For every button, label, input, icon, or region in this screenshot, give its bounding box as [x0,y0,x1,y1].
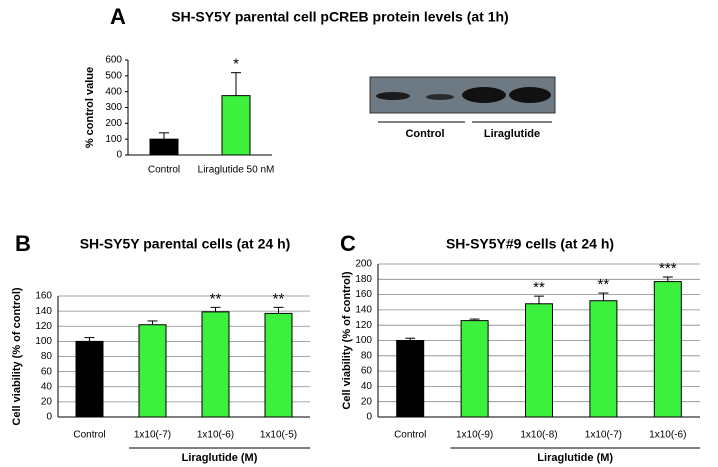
error-bar [210,306,221,312]
error-bar [84,337,95,346]
bar [396,340,425,418]
bar [201,311,230,418]
significance-label: ** [533,279,545,296]
y-tick-label: 120 [355,320,372,331]
bar [264,312,293,418]
chart-title: SH-SY5Y parental cell pCREB protein leve… [171,9,508,25]
x-tick-label: Control [394,430,426,441]
significance-label: * [233,56,239,73]
western-blot: Control Liraglutide [369,76,556,140]
x-tick-label: 1x10(-9) [456,430,493,441]
y-tick-label: 300 [105,102,122,113]
x-tick-label: 1x10(-8) [520,430,557,441]
y-tick-label: 160 [35,291,52,302]
error-bar [273,306,284,314]
x-tick-label: Control [148,165,180,176]
error-bar [405,337,416,343]
y-tick-label: 180 [355,274,372,285]
y-tick-label: 400 [105,86,122,97]
x-tick-label: Liraglutide 50 nM [198,165,275,176]
significance-label: *** [659,260,677,277]
panel-letter: B [15,231,31,256]
significance-label: ** [273,290,285,307]
y-tick-label: 40 [361,381,373,392]
y-tick-label: 100 [35,336,52,347]
bar [525,303,553,418]
bar [460,320,489,418]
significance-label: ** [598,276,610,293]
panel-letter: A [110,4,126,29]
chart-title: SH-SY5Y parental cells (at 24 h) [80,236,291,252]
panel-letter: C [340,231,356,256]
y-tick-label: 600 [105,55,122,66]
x-tick-label: 1x10(-5) [260,430,297,441]
x-tick-label: 1x10(-7) [134,430,171,441]
y-tick-label: 100 [105,134,122,145]
y-tick-label: 80 [361,350,373,361]
y-tick-label: 60 [361,366,373,377]
x-tick-label: Control [73,430,105,441]
error-bar [598,292,609,301]
y-tick-label: 20 [41,397,53,408]
x-group-label: Liraglutide (M) [182,452,258,464]
bar [75,340,104,418]
y-tick-label: 0 [116,150,122,161]
x-tick-label: 1x10(-7) [585,430,622,441]
y-tick-label: 100 [355,335,372,346]
bar [589,300,618,418]
bar [221,95,251,156]
y-tick-label: 200 [355,259,372,270]
blot-label: Control [405,128,444,140]
y-tick-label: 80 [41,351,53,362]
x-group-label: Liraglutide (M) [537,452,613,464]
y-tick-label: 20 [361,396,373,407]
y-tick-label: 200 [105,118,122,129]
error-bar [662,276,673,282]
y-tick-label: 120 [35,321,52,332]
blot-band [426,94,454,100]
error-bar [147,320,158,325]
y-tick-label: 500 [105,70,122,81]
error-bar [231,72,241,96]
y-tick-label: 0 [46,412,52,423]
error-bar [534,295,544,304]
y-tick-label: 160 [355,289,372,300]
y-tick-label: 60 [41,366,53,377]
blot-band [462,87,506,103]
bar [138,324,167,418]
y-tick-label: 40 [41,381,53,392]
blot-band [376,92,410,100]
y-tick-label: 140 [355,305,372,316]
y-axis-label: Cell viability (% of control) [11,287,23,425]
y-tick-label: 0 [366,412,372,423]
bar [653,281,682,418]
error-bar [469,318,480,321]
x-tick-label: 1x10(-6) [649,430,686,441]
error-bar [159,132,169,146]
y-tick-label: 140 [35,306,52,317]
significance-label: ** [210,290,222,307]
chart-title: SH-SY5Y#9 cells (at 24 h) [446,236,614,252]
y-axis-label: % control value [84,67,96,148]
y-axis-label: Cell viability (% of control) [341,271,353,409]
blot-band [509,87,551,103]
blot-label: Liraglutide [484,128,540,140]
x-tick-label: 1x10(-6) [197,430,234,441]
